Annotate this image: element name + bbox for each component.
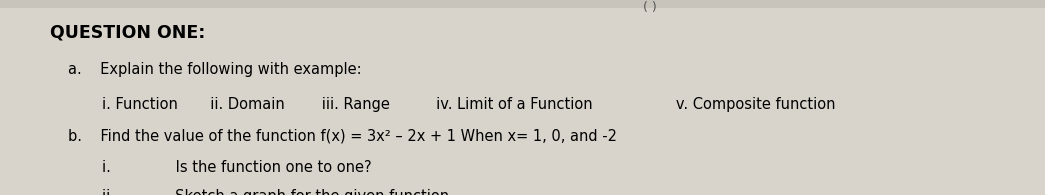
Text: b.    Find the value of the function f(x) = 3x² – 2x + 1 When x= 1, 0, and -2: b. Find the value of the function f(x) =…: [68, 129, 617, 144]
Text: QUESTION ONE:: QUESTION ONE:: [50, 23, 206, 41]
Text: i.              Is the function one to one?: i. Is the function one to one?: [102, 160, 372, 175]
Bar: [0, 0, 1045, 8]
Text: a.    Explain the following with example:: a. Explain the following with example:: [68, 62, 362, 77]
Text: ( ): ( ): [643, 1, 656, 14]
Text: ii.             Sketch a graph for the given function: ii. Sketch a graph for the given functio…: [102, 189, 449, 195]
Text: i. Function       ii. Domain        iii. Range          iv. Limit of a Function : i. Function ii. Domain iii. Range iv. Li…: [102, 98, 836, 113]
